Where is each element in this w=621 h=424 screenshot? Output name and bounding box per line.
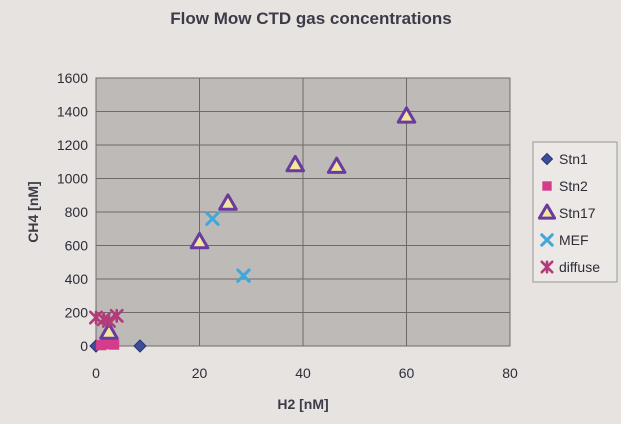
legend-label-diffuse: diffuse	[559, 259, 600, 275]
data-point-stn17	[218, 193, 238, 211]
legend-label-stn1: Stn1	[559, 151, 588, 167]
y-tick-label: 1000	[57, 171, 88, 187]
x-axis-ticks: 0 20 40 60 80	[92, 365, 518, 381]
x-tick-label: 0	[92, 365, 100, 381]
x-tick-label: 80	[502, 365, 518, 381]
y-tick-label: 800	[65, 204, 89, 220]
legend-label-stn2: Stn2	[559, 178, 588, 194]
gridlines	[95, 77, 511, 347]
y-tick-label: 1600	[57, 70, 88, 86]
legend-label-stn17: Stn17	[559, 205, 596, 221]
data-point-stn17	[99, 322, 119, 340]
x-axis-label: H2 [nM]	[277, 396, 328, 412]
data-point-stn17	[285, 154, 306, 173]
data-point-stn17	[326, 156, 347, 174]
data-points	[89, 106, 417, 353]
x-tick-label: 60	[399, 365, 415, 381]
legend-marker-stn1	[540, 152, 554, 166]
y-tick-label: 0	[80, 338, 88, 354]
data-point-stn2	[96, 340, 107, 351]
y-tick-label: 400	[65, 271, 89, 287]
y-tick-label: 1400	[57, 104, 88, 120]
data-point-stn17	[189, 231, 210, 250]
x-tick-label: 40	[295, 365, 311, 381]
data-point-mef	[205, 211, 220, 226]
data-point-diffuse	[101, 313, 116, 328]
legend-marker-mef	[540, 233, 554, 247]
data-point-stn2	[109, 339, 120, 350]
data-point-stn1	[133, 339, 147, 353]
data-point-stn2	[101, 339, 112, 350]
data-point-diffuse	[109, 308, 124, 323]
y-axis-ticks: 0 200 400 600 800 1000 1200 1400 1600	[57, 70, 88, 354]
legend-marker-diffuse	[540, 260, 554, 274]
legend-marker-stn2	[542, 181, 552, 191]
y-tick-label: 600	[65, 238, 89, 254]
chart-title: Flow Mow CTD gas concentrations	[170, 9, 451, 28]
y-axis-label: CH4 [nM]	[25, 181, 41, 242]
y-tick-label: 200	[65, 305, 89, 321]
data-point-mef	[236, 268, 251, 283]
x-tick-label: 20	[192, 365, 208, 381]
legend: Stn1 Stn2 Stn17 MEF diffuse	[537, 151, 600, 275]
legend-marker-stn17	[537, 203, 557, 220]
data-point-stn17	[396, 106, 417, 124]
y-tick-label: 1200	[57, 137, 88, 153]
legend-label-mef: MEF	[559, 232, 589, 248]
